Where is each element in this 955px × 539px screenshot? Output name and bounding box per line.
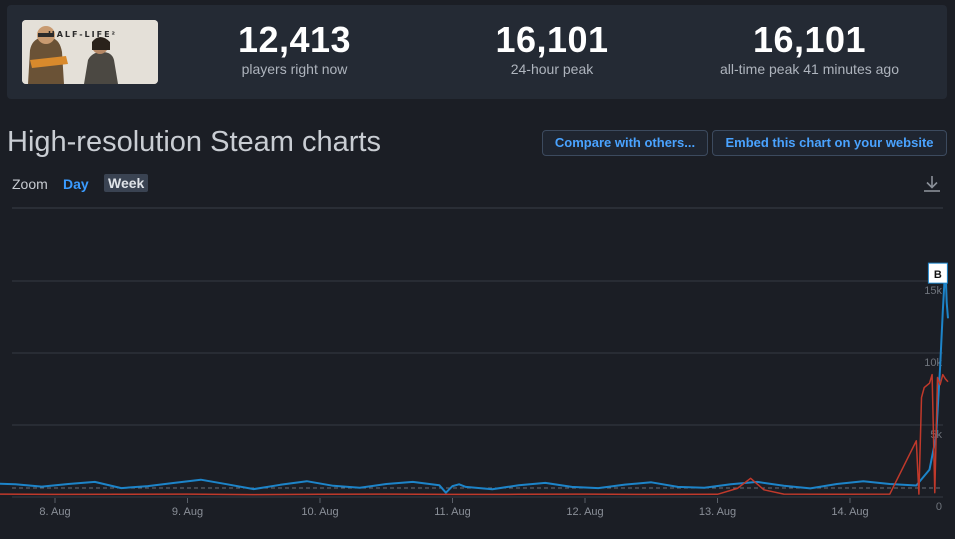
stat-all-time-peak: 16,101 all-time peak 41 minutes ago (697, 19, 922, 77)
download-icon[interactable] (922, 174, 942, 194)
game-logo-text: HALF-LIFE² (48, 30, 118, 39)
section-title: High-resolution Steam charts (7, 126, 381, 158)
all-time-peak-label: all-time peak 41 minutes ago (720, 61, 899, 77)
zoom-week-button[interactable]: Week (104, 174, 149, 192)
players-now-value: 12,413 (237, 19, 352, 60)
x-tick-label: 9. Aug (172, 506, 203, 518)
x-tick-label: 13. Aug (699, 506, 736, 518)
stats-bar: HALF-LIFE² 12,413 players right now 16,1… (7, 5, 947, 99)
zoom-day-button[interactable]: Day (63, 176, 89, 192)
y-tick-label: 15k (924, 285, 942, 297)
flag-marker-label: B (934, 269, 942, 281)
x-tick-label: 8. Aug (39, 506, 70, 518)
stat-24h-peak: 16,101 24-hour peak (467, 19, 637, 77)
stat-players-now: 12,413 players right now (212, 19, 377, 77)
player-chart[interactable]: 0 5k 10k 15k 8. Aug 9. Aug 10. Aug 11. Aug 12. A… (0, 200, 955, 539)
y-tick-label: 0 (936, 501, 942, 513)
x-tick-label: 12. Aug (566, 506, 603, 518)
x-tick-label: 11. Aug (434, 506, 471, 518)
game-art (22, 20, 158, 84)
compare-button[interactable]: Compare with others... (542, 130, 708, 156)
flag-marker (927, 262, 948, 284)
zoom-label: Zoom (12, 176, 48, 192)
24h-peak-value: 16,101 (495, 19, 609, 60)
players-series-line (0, 264, 949, 494)
y-tick-label: 10k (924, 357, 942, 369)
embed-button[interactable]: Embed this chart on your website (712, 130, 947, 156)
game-thumbnail[interactable]: HALF-LIFE² (22, 20, 158, 84)
all-time-peak-value: 16,101 (752, 19, 867, 60)
x-tick-label: 14. Aug (831, 506, 868, 518)
players-now-label: players right now (241, 61, 348, 77)
24h-peak-label: 24-hour peak (510, 61, 594, 77)
secondary-series-line (0, 373, 949, 496)
x-tick-label: 10. Aug (301, 506, 338, 518)
